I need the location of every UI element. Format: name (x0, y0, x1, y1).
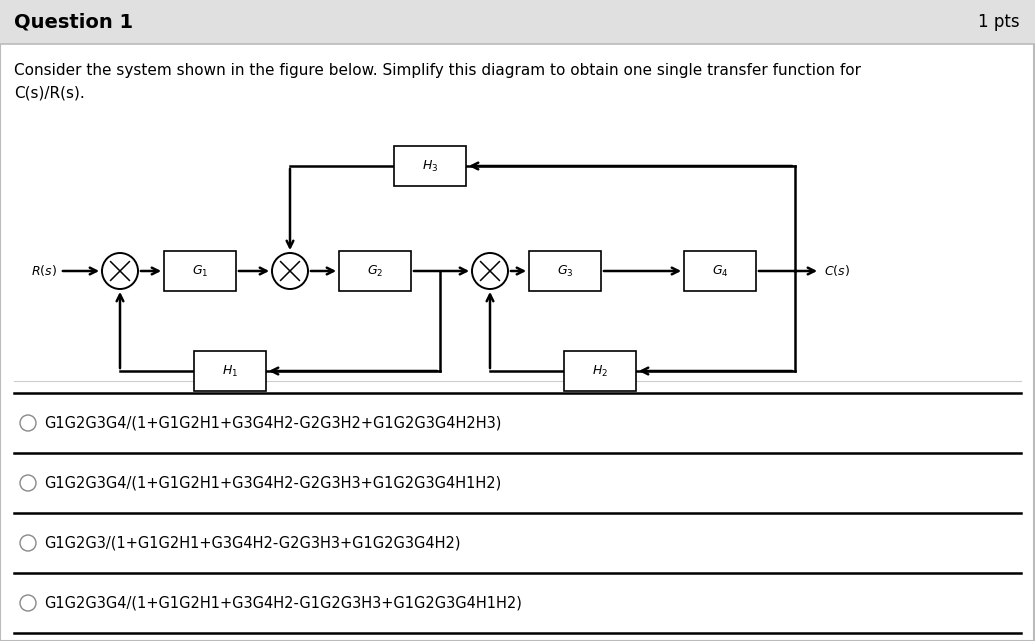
Circle shape (472, 253, 508, 289)
Circle shape (102, 253, 138, 289)
Bar (0, 0, 1035, 44)
Text: $G_3$: $G_3$ (557, 263, 573, 279)
Circle shape (20, 535, 36, 551)
Bar (164, 251, 236, 291)
Bar (564, 351, 635, 391)
Bar (194, 351, 266, 391)
Bar (529, 251, 601, 291)
Text: C(s)/R(s).: C(s)/R(s). (14, 85, 85, 101)
Text: $C(s)$: $C(s)$ (824, 263, 850, 278)
Text: $R(s)$: $R(s)$ (31, 263, 57, 278)
Text: $H_1$: $H_1$ (221, 363, 238, 379)
Bar (339, 251, 411, 291)
Text: G1G2G3G4/(1+G1G2H1+G3G4H2-G2G3H3+G1G2G3G4H1H2): G1G2G3G4/(1+G1G2H1+G3G4H2-G2G3H3+G1G2G3G… (45, 476, 501, 490)
Circle shape (20, 595, 36, 611)
Text: Question 1: Question 1 (14, 13, 134, 31)
Text: $G_2$: $G_2$ (366, 263, 383, 279)
Text: $H_3$: $H_3$ (422, 158, 438, 174)
Circle shape (272, 253, 308, 289)
Bar (684, 251, 756, 291)
Text: Consider the system shown in the figure below. Simplify this diagram to obtain o: Consider the system shown in the figure … (14, 63, 861, 78)
Text: $G_4$: $G_4$ (712, 263, 729, 279)
Text: 1 pts: 1 pts (978, 13, 1021, 31)
Text: G1G2G3G4/(1+G1G2H1+G3G4H2-G1G2G3H3+G1G2G3G4H1H2): G1G2G3G4/(1+G1G2H1+G3G4H2-G1G2G3H3+G1G2G… (45, 595, 522, 610)
Circle shape (20, 475, 36, 491)
Text: G1G2G3G4/(1+G1G2H1+G3G4H2-G2G3H2+G1G2G3G4H2H3): G1G2G3G4/(1+G1G2H1+G3G4H2-G2G3H2+G1G2G3G… (45, 415, 501, 431)
Circle shape (20, 415, 36, 431)
Text: $H_2$: $H_2$ (592, 363, 608, 379)
Text: $G_1$: $G_1$ (191, 263, 208, 279)
Bar (394, 146, 466, 186)
Text: G1G2G3/(1+G1G2H1+G3G4H2-G2G3H3+G1G2G3G4H2): G1G2G3/(1+G1G2H1+G3G4H2-G2G3H3+G1G2G3G4H… (45, 535, 461, 551)
